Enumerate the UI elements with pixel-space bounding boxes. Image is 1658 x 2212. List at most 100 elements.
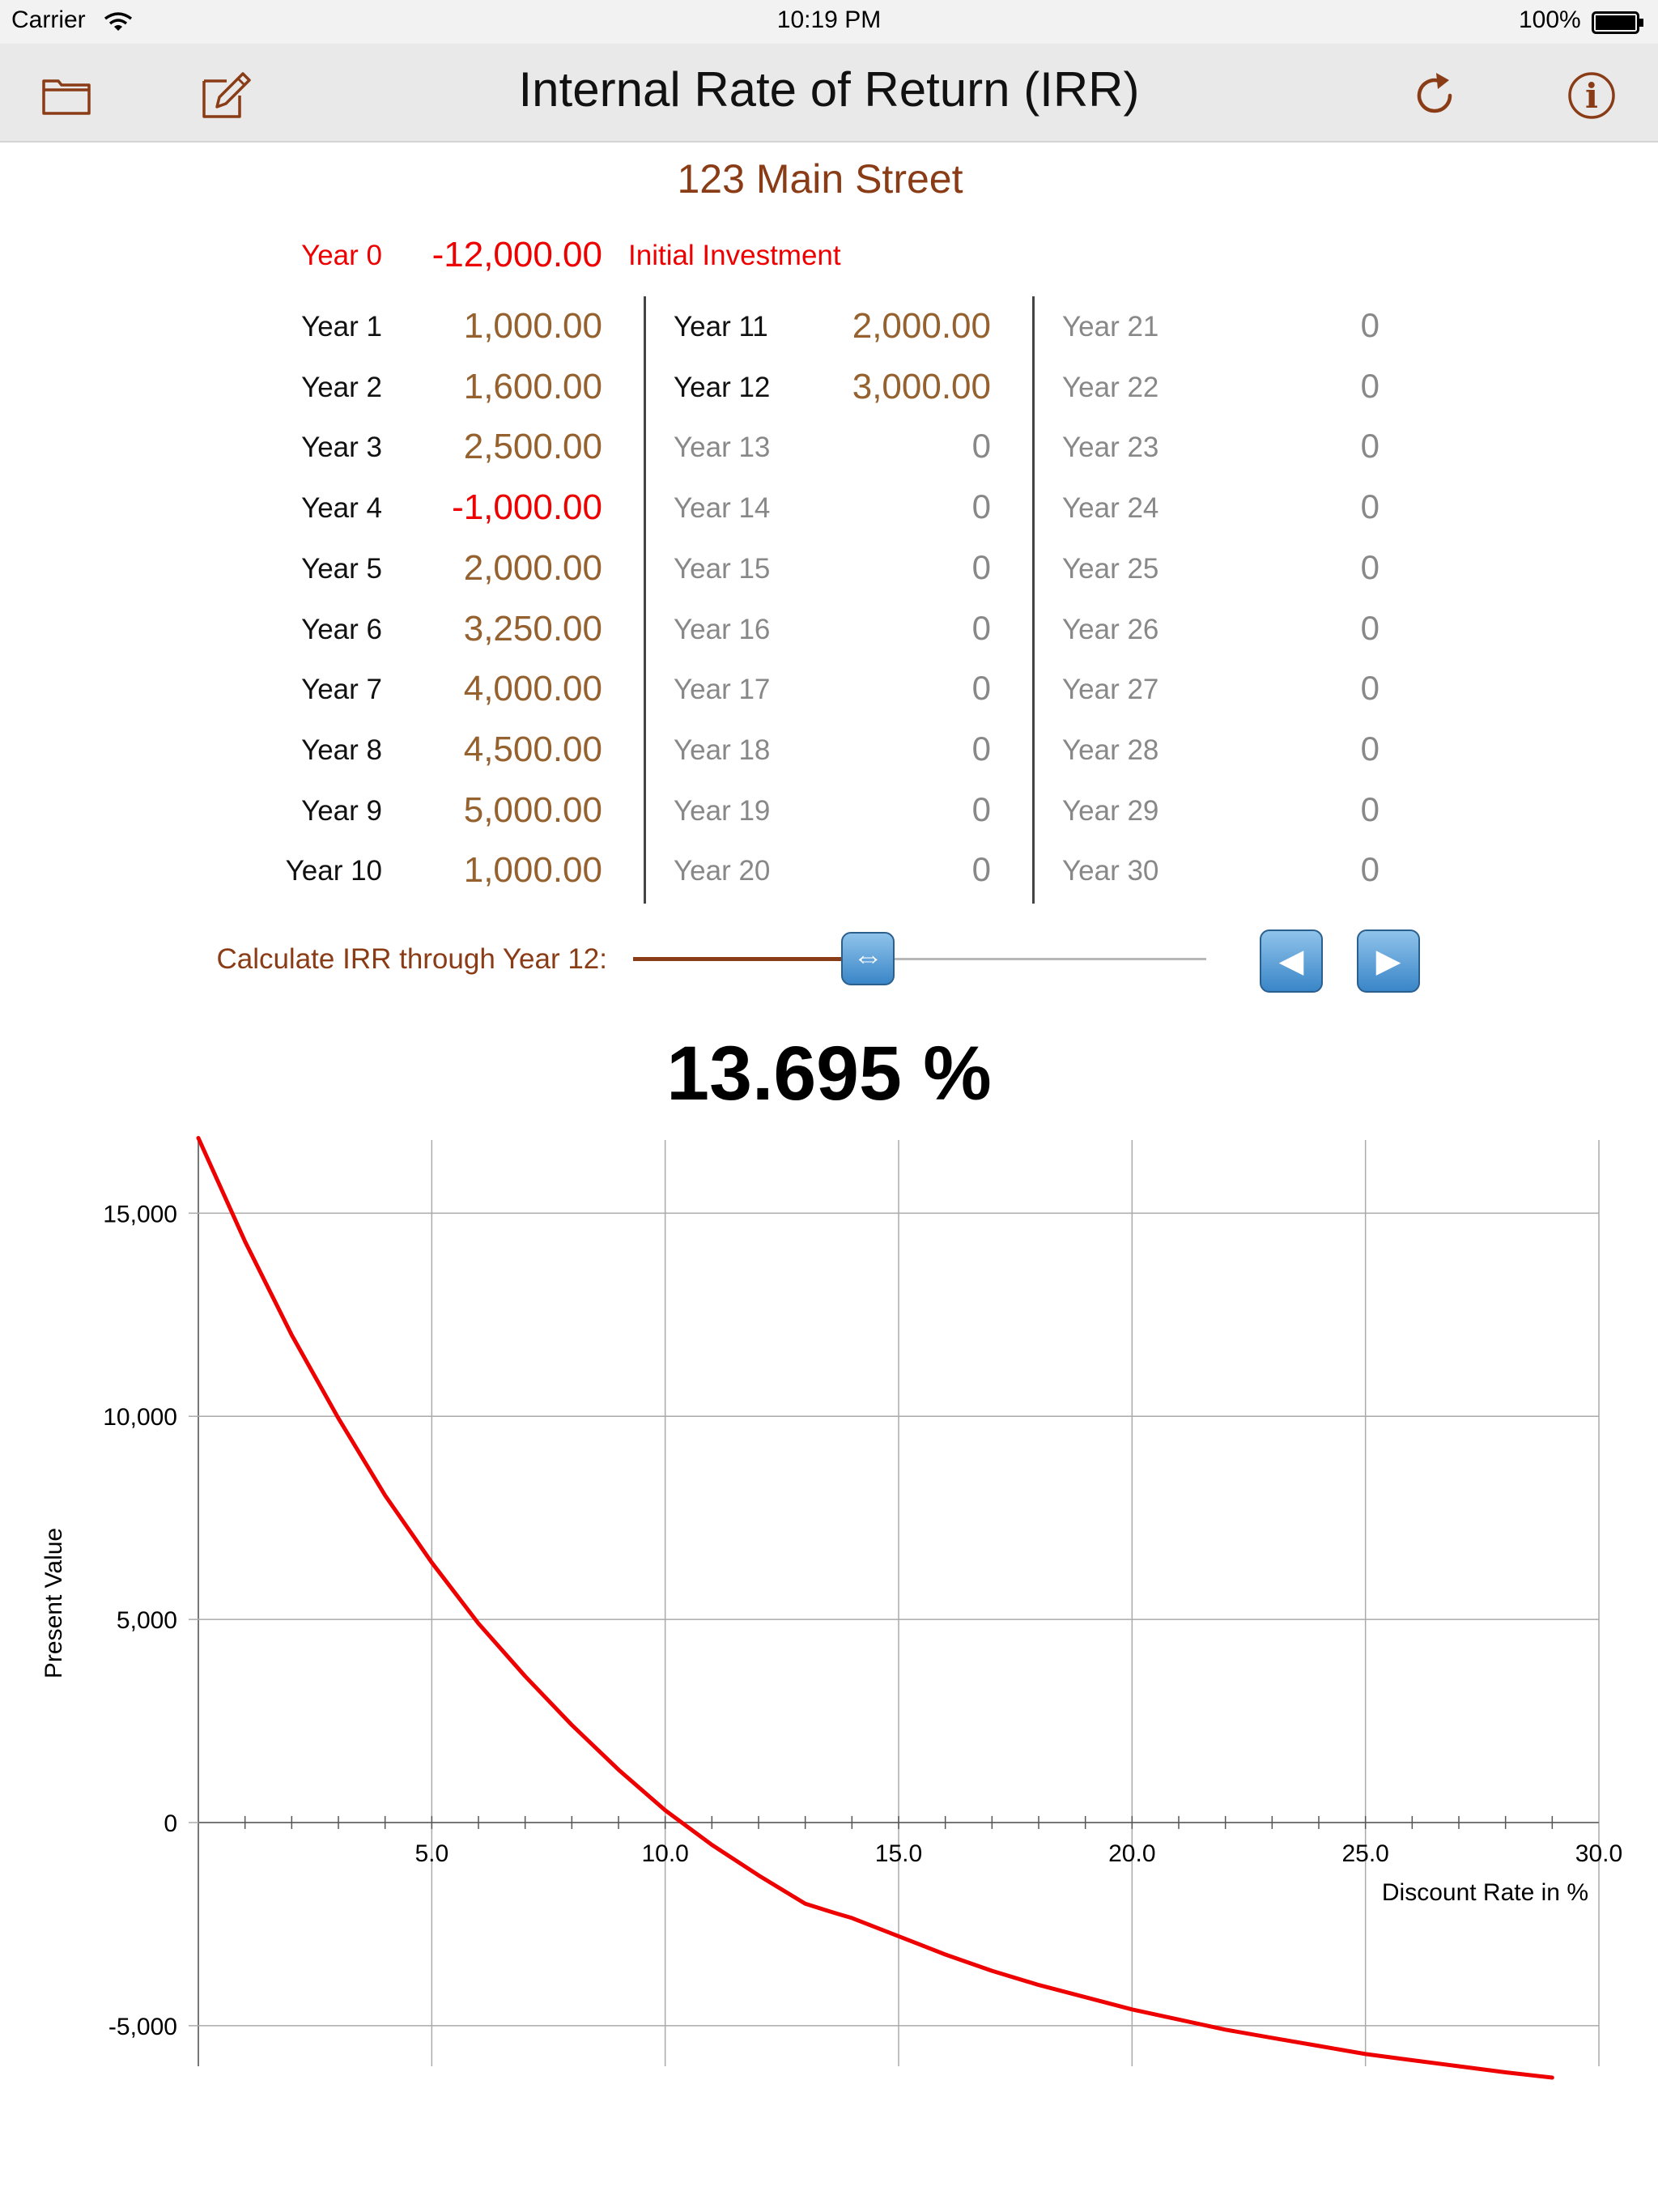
- year-label: Year 2: [301, 371, 382, 403]
- year-label: Year 20: [674, 855, 771, 887]
- year-0-label: Year 0: [301, 240, 382, 271]
- column-divider: [644, 296, 646, 904]
- year-label: Year 27: [1062, 674, 1159, 706]
- x-tick-label: 25.0: [1341, 1840, 1388, 1867]
- year-value[interactable]: 0: [1360, 487, 1380, 526]
- year-label: Year 25: [1062, 552, 1159, 585]
- y-tick-label: 5,000: [117, 1607, 177, 1634]
- clock: 10:19 PM: [776, 6, 882, 33]
- year-label: Year 15: [674, 552, 771, 585]
- year-slider[interactable]: ⇔: [633, 932, 1206, 985]
- year-label: Year 9: [301, 794, 382, 827]
- column-divider: [1032, 296, 1035, 904]
- year-label: Year 18: [674, 734, 771, 766]
- y-tick-label: 15,000: [103, 1201, 177, 1227]
- year-value[interactable]: 1,600.00: [463, 366, 602, 406]
- property-name[interactable]: 123 Main Street: [677, 156, 963, 202]
- year-label: Year 4: [301, 492, 382, 525]
- wifi-icon: [104, 12, 133, 31]
- slider-fill: [633, 957, 857, 961]
- year-value[interactable]: 0: [1360, 366, 1380, 405]
- year-label: Year 14: [674, 492, 771, 525]
- year-value[interactable]: 4,000.00: [463, 669, 602, 709]
- year-value[interactable]: 0: [971, 850, 991, 889]
- year-value[interactable]: 0: [1360, 547, 1380, 586]
- year-value[interactable]: 3,000.00: [852, 366, 991, 406]
- previous-year-button[interactable]: ◀: [1260, 929, 1323, 993]
- year-label: Year 6: [301, 613, 382, 645]
- year-value[interactable]: 0: [1360, 669, 1380, 708]
- year-label: Year 29: [1062, 794, 1159, 827]
- slider-thumb[interactable]: ⇔: [841, 932, 895, 985]
- x-tick-label: 10.0: [641, 1840, 688, 1867]
- year-value[interactable]: 0: [971, 669, 991, 708]
- year-label: Year 1: [301, 311, 382, 342]
- year-label: Year 22: [1062, 371, 1159, 403]
- year-value[interactable]: 2,000.00: [852, 306, 991, 346]
- year-label: Year 17: [674, 674, 771, 706]
- year-0-value[interactable]: -12,000.00: [432, 235, 602, 274]
- year-value[interactable]: 0: [1360, 306, 1380, 344]
- year-value[interactable]: 0: [1360, 729, 1380, 768]
- year-label: Year 16: [674, 613, 771, 645]
- year-label: Year 19: [674, 794, 771, 827]
- x-tick-label: 20.0: [1108, 1840, 1155, 1867]
- info-icon: [1568, 72, 1615, 119]
- year-label: Year 3: [301, 432, 382, 464]
- carrier-label: Carrier: [11, 6, 86, 33]
- x-tick-label: 15.0: [875, 1840, 922, 1867]
- slider-track: [857, 958, 1206, 960]
- year-label: Year 24: [1062, 492, 1159, 525]
- info-button[interactable]: i: [1559, 63, 1624, 128]
- year-value[interactable]: 0: [971, 427, 991, 466]
- year-value[interactable]: 0: [1360, 608, 1380, 647]
- refresh-icon[interactable]: [1404, 63, 1469, 128]
- year-label: Year 5: [301, 552, 382, 585]
- present-value-chart: 15,000 10,000 5,000 0 -5,000 5.0 10.0 15.0 20.0…: [40, 1136, 1622, 2080]
- year-value[interactable]: 0: [971, 547, 991, 586]
- year-value[interactable]: 1,000.00: [463, 850, 602, 891]
- pv-curve: [196, 1136, 1554, 2080]
- year-label: Year 26: [1062, 613, 1159, 645]
- page-title: Internal Rate of Return (IRR): [518, 62, 1140, 117]
- battery-percent: 100%: [1519, 6, 1581, 33]
- x-axis-label: Discount Rate in %: [1382, 1879, 1588, 1906]
- year-value[interactable]: 0: [1360, 427, 1380, 466]
- battery-icon: [1592, 11, 1643, 34]
- x-tick-label: 30.0: [1575, 1840, 1622, 1867]
- year-label: Year 10: [285, 855, 382, 887]
- irr-result: 13.695 %: [666, 1031, 992, 1117]
- y-tick-label: -5,000: [108, 2014, 177, 2040]
- folder-icon[interactable]: [34, 63, 99, 128]
- year-value[interactable]: 0: [971, 487, 991, 526]
- year-value[interactable]: 0: [971, 729, 991, 768]
- year-label: Year 11: [674, 311, 768, 342]
- year-value[interactable]: 3,250.00: [463, 608, 602, 649]
- year-label: Year 13: [674, 432, 771, 464]
- y-tick-label: 10,000: [103, 1404, 177, 1431]
- year-value[interactable]: 5,000.00: [463, 789, 602, 830]
- year-value[interactable]: -1,000.00: [452, 487, 602, 528]
- year-label: Year 30: [1062, 855, 1159, 887]
- year-value[interactable]: 0: [1360, 850, 1380, 889]
- year-value[interactable]: 1,000.00: [463, 306, 602, 346]
- year-label: Year 7: [301, 674, 382, 706]
- calc-irr-label: Calculate IRR through Year 12:: [216, 943, 607, 975]
- x-tick-label: 5.0: [414, 1840, 449, 1867]
- next-year-button[interactable]: ▶: [1357, 929, 1420, 993]
- info-glyph: i: [1585, 76, 1598, 116]
- year-value[interactable]: 0: [1360, 789, 1380, 828]
- year-label: Year 21: [1062, 311, 1159, 342]
- year-value[interactable]: 4,500.00: [463, 729, 602, 769]
- year-value[interactable]: 2,500.00: [463, 427, 602, 467]
- year-value[interactable]: 0: [971, 789, 991, 828]
- year-value[interactable]: 2,000.00: [463, 547, 602, 588]
- initial-investment-label: Initial Investment: [628, 240, 841, 271]
- edit-icon[interactable]: [193, 63, 257, 128]
- year-label: Year 12: [674, 371, 771, 403]
- y-tick-label: 0: [164, 1810, 177, 1837]
- year-value[interactable]: 0: [971, 608, 991, 647]
- toolbar: Internal Rate of Return (IRR) i: [0, 44, 1658, 143]
- year-label: Year 28: [1062, 734, 1159, 766]
- y-axis-label: Present Value: [40, 1528, 67, 1678]
